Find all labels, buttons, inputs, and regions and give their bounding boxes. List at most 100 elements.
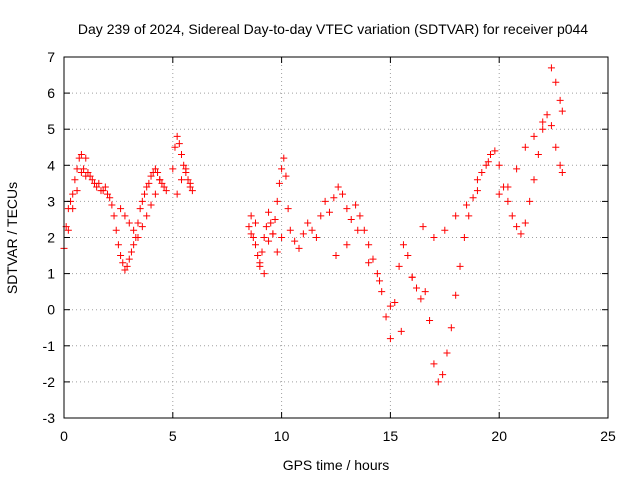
x-tick-label: 0 (60, 428, 68, 444)
y-tick-label: 5 (47, 121, 55, 137)
data-point (188, 187, 196, 195)
data-point (178, 176, 186, 184)
data-point (80, 165, 88, 173)
data-point (465, 212, 473, 220)
data-point (175, 140, 183, 148)
data-point (419, 223, 427, 231)
data-point (278, 165, 286, 173)
data-point (101, 183, 109, 191)
data-point (275, 179, 283, 187)
y-tick-label: 3 (47, 193, 55, 209)
data-point (284, 205, 292, 213)
data-point (123, 262, 131, 270)
y-tick-label: 6 (47, 85, 55, 101)
data-point (365, 241, 373, 249)
data-point (147, 201, 155, 209)
data-point (247, 212, 255, 220)
data-point (249, 234, 257, 241)
data-point (64, 226, 72, 234)
data-point (460, 234, 468, 241)
data-point (82, 154, 90, 162)
y-tick-label: 4 (47, 157, 55, 173)
data-point (280, 154, 288, 162)
data-point (360, 226, 368, 234)
data-point (547, 64, 555, 72)
data-point (108, 201, 116, 209)
data-point (173, 132, 181, 140)
data-point (543, 111, 551, 119)
data-point (278, 234, 286, 241)
data-point (178, 150, 186, 158)
data-point (114, 241, 122, 249)
data-point (391, 298, 399, 306)
data-point (254, 252, 262, 260)
data-point (439, 371, 447, 379)
data-point (452, 291, 460, 299)
data-point (504, 197, 512, 205)
data-point (134, 234, 142, 241)
data-point (521, 219, 529, 227)
y-tick-label: 0 (47, 302, 55, 318)
data-point (343, 241, 351, 249)
data-point (95, 179, 103, 187)
data-point (317, 212, 325, 220)
data-point (308, 226, 316, 234)
data-point (332, 252, 340, 260)
data-point (182, 165, 190, 173)
data-point (84, 169, 92, 177)
data-point (452, 212, 460, 220)
data-point (106, 194, 114, 202)
data-point (143, 183, 151, 191)
data-point (286, 226, 294, 234)
data-point (513, 165, 521, 173)
data-point (558, 169, 566, 177)
data-point (160, 183, 168, 191)
data-point (93, 183, 101, 191)
data-point (99, 187, 107, 195)
data-point (386, 335, 394, 343)
data-point (304, 219, 312, 227)
data-point (265, 237, 273, 245)
data-point (260, 270, 268, 278)
data-point (295, 244, 303, 252)
data-point (339, 190, 347, 198)
data-point (127, 248, 135, 256)
data-point (491, 147, 499, 155)
data-point (299, 230, 307, 238)
data-point (158, 179, 166, 187)
data-point (530, 132, 538, 140)
data-point (258, 248, 266, 256)
data-point (395, 262, 403, 270)
data-point (312, 234, 320, 241)
data-point (117, 252, 125, 260)
data-point (125, 219, 133, 227)
data-point (173, 190, 181, 198)
data-point (269, 230, 277, 238)
data-point (539, 125, 547, 133)
y-axis-label: SDTVAR / TECUs (4, 182, 20, 294)
data-point (430, 360, 438, 368)
data-point (151, 165, 159, 173)
x-axis-label: GPS time / hours (283, 457, 390, 473)
y-tick-label: -2 (43, 374, 56, 390)
data-point (441, 226, 449, 234)
data-point (526, 197, 534, 205)
data-point (325, 208, 333, 216)
data-point (143, 212, 151, 220)
data-point (421, 288, 429, 296)
data-point (556, 96, 564, 104)
data-point (256, 262, 264, 270)
data-point (136, 205, 144, 213)
data-point (245, 223, 253, 231)
data-point (73, 187, 81, 195)
data-point (558, 107, 566, 115)
y-tick-label: -3 (43, 410, 56, 426)
data-point (369, 255, 377, 263)
data-point (251, 219, 259, 227)
data-point (484, 158, 492, 166)
data-point (154, 169, 162, 177)
data-point (413, 284, 421, 292)
data-point (88, 176, 96, 184)
data-point (443, 349, 451, 357)
